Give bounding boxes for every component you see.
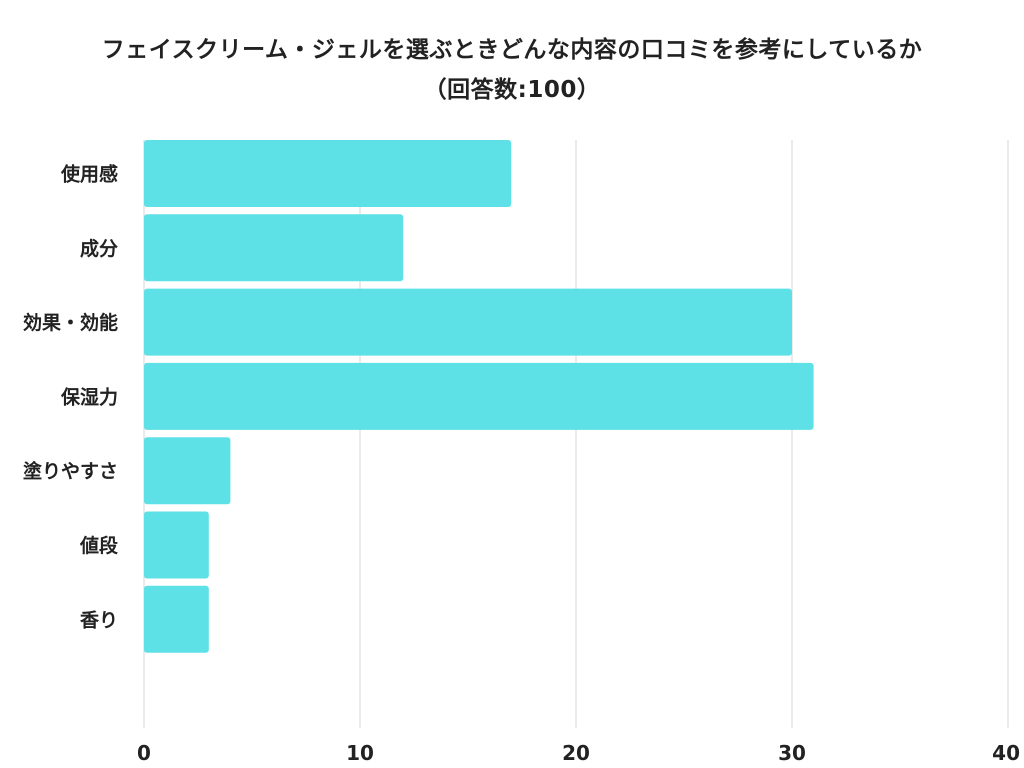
category-label-4: 保湿力 [60,385,118,408]
category-label-2: 成分 [80,237,118,260]
chart-subtitle: （回答数:100） [423,77,601,103]
bars [144,140,814,653]
category-label-1: 使用感 [60,163,118,186]
x-tick-label-20: 20 [562,741,590,765]
x-tick-label-40: 40 [992,741,1020,765]
x-tick-labels: 0 10 20 30 40 [137,741,1020,765]
bar-2 [144,214,404,282]
chart-title-block: フェイスクリーム・ジェルを選ぶときどんな内容の口コミを参考にしているか （回答数… [0,30,1024,110]
category-label-7: 香り [79,609,118,631]
chart-title: フェイスクリーム・ジェルを選ぶときどんな内容の口コミを参考にしているか [101,37,923,63]
bar-4 [144,362,814,430]
bar-1 [144,140,512,207]
bar-3 [144,288,792,356]
x-tick-label-10: 10 [346,741,374,765]
bar-7 [144,585,209,653]
bar-6 [144,511,209,579]
bar-5 [144,437,231,505]
category-label-3: 効果・効能 [23,311,118,334]
category-label-5: 塗りやすさ [23,460,118,483]
x-tick-label-0: 0 [137,741,151,765]
x-tick-label-30: 30 [778,741,806,765]
category-label-6: 値段 [79,534,119,557]
